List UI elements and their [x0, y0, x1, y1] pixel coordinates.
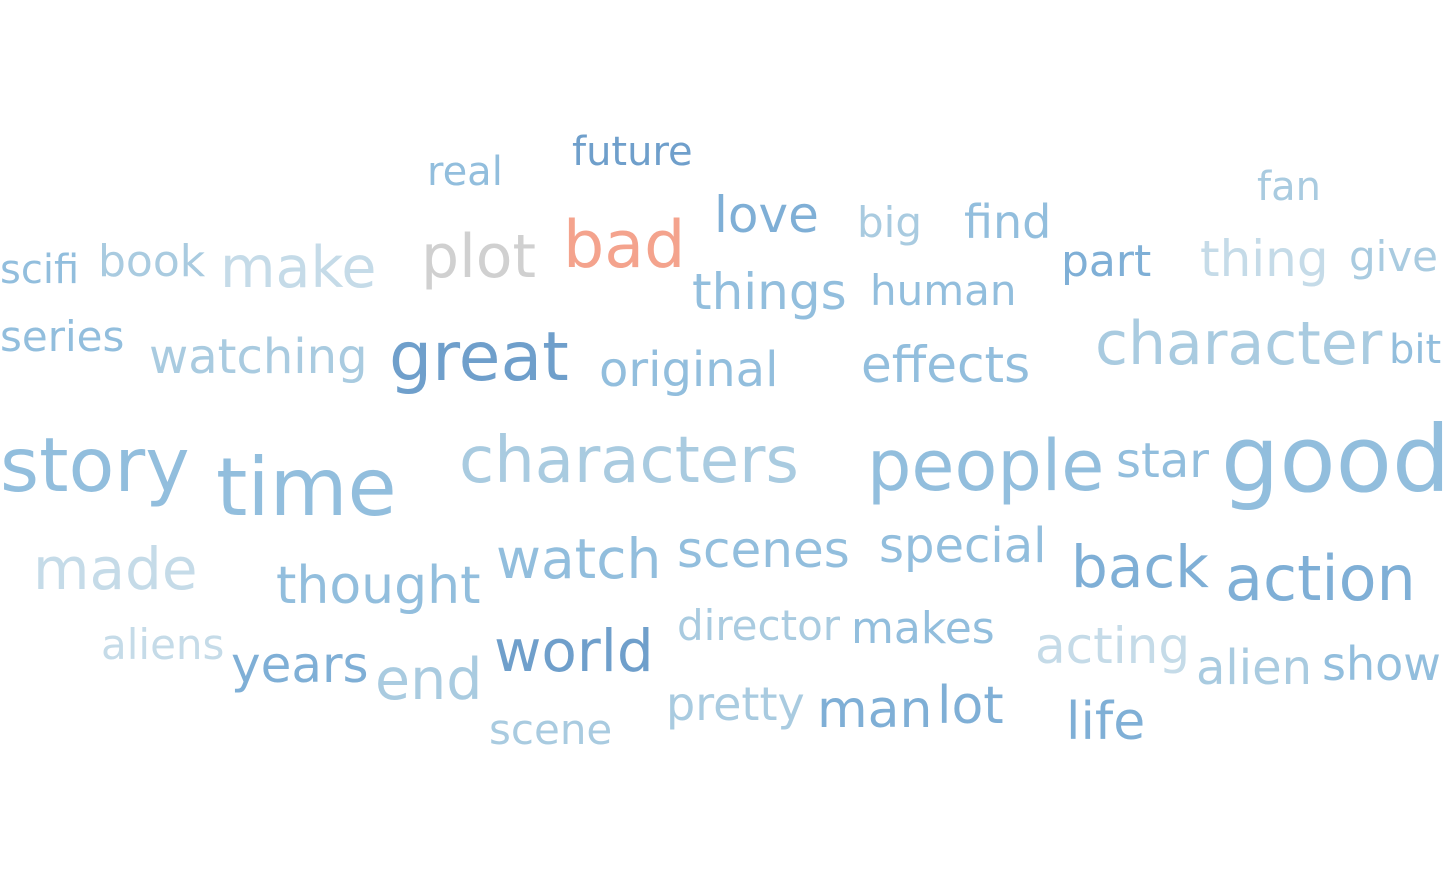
word-fan: fan: [1257, 163, 1321, 210]
word-part: part: [1061, 235, 1152, 287]
word-life: life: [1066, 692, 1146, 753]
word-plot: plot: [421, 222, 536, 293]
word-big: big: [857, 198, 922, 248]
word-characters: characters: [459, 424, 799, 499]
word-bad: bad: [563, 207, 686, 283]
word-star: star: [1116, 432, 1209, 489]
word-director: director: [677, 601, 841, 651]
word-thing: thing: [1200, 230, 1329, 288]
word-character: character: [1095, 309, 1383, 380]
word-great: great: [389, 318, 569, 398]
word-made: made: [33, 534, 198, 603]
word-love: love: [714, 186, 819, 244]
word-future: future: [572, 128, 693, 175]
word-human: human: [870, 266, 1017, 316]
word-people: people: [867, 424, 1105, 507]
word-scenes: scenes: [677, 521, 850, 579]
word-series: series: [0, 312, 125, 362]
word-things: things: [692, 263, 847, 321]
word-scifi: scifi: [0, 246, 80, 293]
word-make: make: [220, 234, 377, 301]
word-good: good: [1221, 406, 1451, 514]
word-book: book: [98, 235, 206, 287]
word-years: years: [231, 636, 369, 694]
word-pretty: pretty: [666, 677, 805, 732]
word-original: original: [599, 341, 779, 398]
word-find: find: [964, 195, 1052, 250]
word-action: action: [1225, 541, 1416, 615]
word-give: give: [1349, 232, 1439, 282]
word-alien: alien: [1196, 639, 1313, 696]
word-makes: makes: [851, 602, 995, 654]
word-watching: watching: [149, 328, 368, 385]
word-scene: scene: [489, 705, 613, 755]
word-bit: bit: [1389, 326, 1442, 373]
word-world: world: [494, 616, 654, 685]
word-special: special: [879, 517, 1047, 574]
word-man: man: [817, 680, 933, 741]
word-effects: effects: [861, 336, 1031, 394]
word-acting: acting: [1035, 617, 1191, 675]
word-aliens: aliens: [101, 620, 225, 670]
word-time: time: [216, 441, 397, 535]
word-back: back: [1071, 532, 1209, 601]
word-end: end: [375, 646, 483, 713]
word-thought: thought: [276, 556, 481, 617]
word-real: real: [427, 148, 503, 195]
word-show: show: [1322, 637, 1441, 692]
word-story: story: [0, 421, 190, 509]
word-lot: lot: [937, 676, 1004, 737]
word-watch: watch: [496, 527, 662, 592]
